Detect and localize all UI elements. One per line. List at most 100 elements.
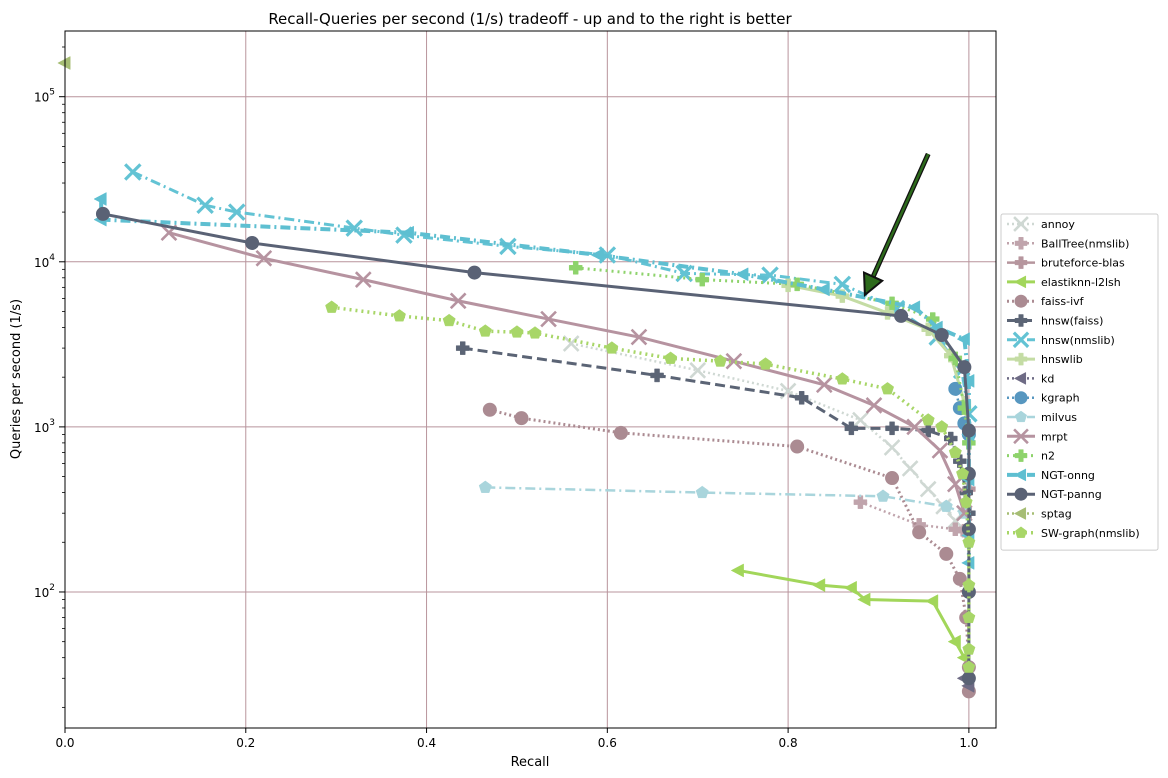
data-point	[857, 592, 871, 607]
data-point	[912, 525, 927, 540]
x-tick-label: 0.0	[55, 736, 74, 750]
data-point	[833, 275, 852, 294]
data-point	[925, 594, 939, 609]
legend-entry-ngt-panng: NGT-panng	[1007, 487, 1102, 501]
legend-swatch-marker	[1014, 487, 1028, 501]
x-axis-label: Recall	[511, 755, 550, 770]
legend-label: NGT-panng	[1041, 488, 1102, 501]
data-point	[919, 480, 937, 498]
data-point	[906, 300, 921, 315]
data-point	[325, 300, 339, 313]
legend-label: SW-graph(nmslib)	[1041, 527, 1140, 540]
legend-swatch-marker	[1013, 507, 1027, 520]
data-point	[124, 163, 142, 181]
data-point	[865, 397, 883, 414]
data-point	[759, 357, 772, 370]
legend-frame	[1000, 213, 1159, 551]
data-point	[449, 292, 467, 310]
data-point	[514, 411, 529, 426]
data-point	[478, 324, 492, 337]
data-point	[790, 439, 805, 454]
legend-entry-faiss-ivf: faiss-ivf	[1007, 294, 1085, 308]
data-point	[947, 634, 961, 649]
legend-swatch-marker	[1014, 526, 1028, 538]
series-sptag	[57, 56, 71, 70]
data-point	[948, 445, 962, 458]
legend-swatch-marker	[1014, 314, 1028, 327]
legend-label: milvus	[1041, 411, 1077, 424]
data-point	[528, 326, 542, 339]
series-line-ngt-onng	[99, 199, 971, 563]
data-point	[675, 264, 693, 283]
data-point	[400, 225, 414, 240]
data-point	[245, 235, 260, 250]
data-point	[93, 192, 107, 206]
data-point	[510, 325, 524, 338]
data-point	[725, 352, 743, 370]
data-point	[876, 489, 890, 502]
legend-swatch-marker	[1014, 449, 1028, 462]
chart-title: Recall-Queries per second (1/s) tradeoff…	[268, 10, 792, 28]
data-point	[482, 402, 497, 417]
data-point	[455, 341, 470, 355]
legend-label: hnswlib	[1041, 353, 1083, 366]
x-tick-label: 0.2	[236, 736, 255, 750]
data-point	[961, 671, 976, 686]
data-point	[935, 420, 949, 433]
y-axis-label: Queries per second (1/s)	[9, 299, 24, 459]
legend-swatch-marker	[1014, 391, 1028, 405]
data-point	[568, 261, 583, 275]
data-point	[952, 571, 967, 586]
y-tick-label: 102	[34, 583, 55, 600]
legend-entry-elastiknn-l2lsh: elastiknn-l2lsh	[1007, 275, 1121, 289]
legend-swatch-marker	[1014, 256, 1028, 269]
data-point	[962, 535, 976, 548]
legend-entry-hnsw-faiss: hnsw(faiss)	[1007, 314, 1103, 328]
legend-entry-mrpt: mrpt	[1007, 428, 1068, 445]
data-point	[962, 578, 976, 591]
data-point	[962, 610, 976, 624]
data-point	[467, 265, 482, 280]
legend-entry-annoy: annoy	[1007, 216, 1075, 232]
data-point	[961, 373, 975, 388]
data-point	[959, 495, 973, 508]
legend-label: elastiknn-l2lsh	[1041, 276, 1121, 289]
data-point	[906, 418, 923, 436]
legend: annoy BallTree(nmslib) bruteforce-blas elas…	[1000, 213, 1159, 551]
data-point	[948, 522, 963, 536]
series-line-balltree-nmslib	[859, 500, 969, 535]
data-point	[689, 362, 707, 379]
legend-swatch-marker	[1013, 216, 1029, 232]
legend-swatch-marker	[1013, 275, 1027, 289]
data-point	[735, 267, 749, 282]
data-point	[95, 206, 110, 221]
legend-entry-bruteforce-blas: bruteforce-blas	[1007, 256, 1125, 270]
data-point	[442, 313, 456, 327]
data-point	[894, 308, 909, 323]
data-point	[695, 485, 709, 499]
data-point	[392, 309, 406, 322]
data-point	[885, 421, 899, 436]
data-point	[939, 546, 954, 561]
data-point	[812, 578, 826, 593]
legend-entry-milvus: milvus	[1007, 410, 1077, 424]
axes: 0.0 0.2 0.4 0.6 0.8 1.0 102 103 104 105	[34, 46, 978, 750]
annotation-arrow-shaft	[871, 153, 930, 278]
legend-swatch-marker	[1014, 237, 1028, 250]
legend-label: BallTree(nmslib)	[1041, 237, 1129, 250]
data-point	[478, 480, 492, 493]
data-point	[255, 249, 273, 267]
y-tick-label: 105	[34, 88, 55, 105]
x-tick-label: 0.8	[779, 736, 798, 750]
legend-label: n2	[1041, 450, 1055, 463]
data-point	[881, 382, 895, 395]
legend-swatch-marker	[1013, 428, 1029, 445]
data-point	[57, 56, 71, 70]
legend-label: kd	[1041, 372, 1054, 385]
plot-background	[65, 31, 996, 728]
data-point	[354, 271, 372, 288]
legend-label: sptag	[1041, 508, 1072, 521]
data-point	[664, 351, 678, 364]
data-point	[961, 423, 976, 438]
